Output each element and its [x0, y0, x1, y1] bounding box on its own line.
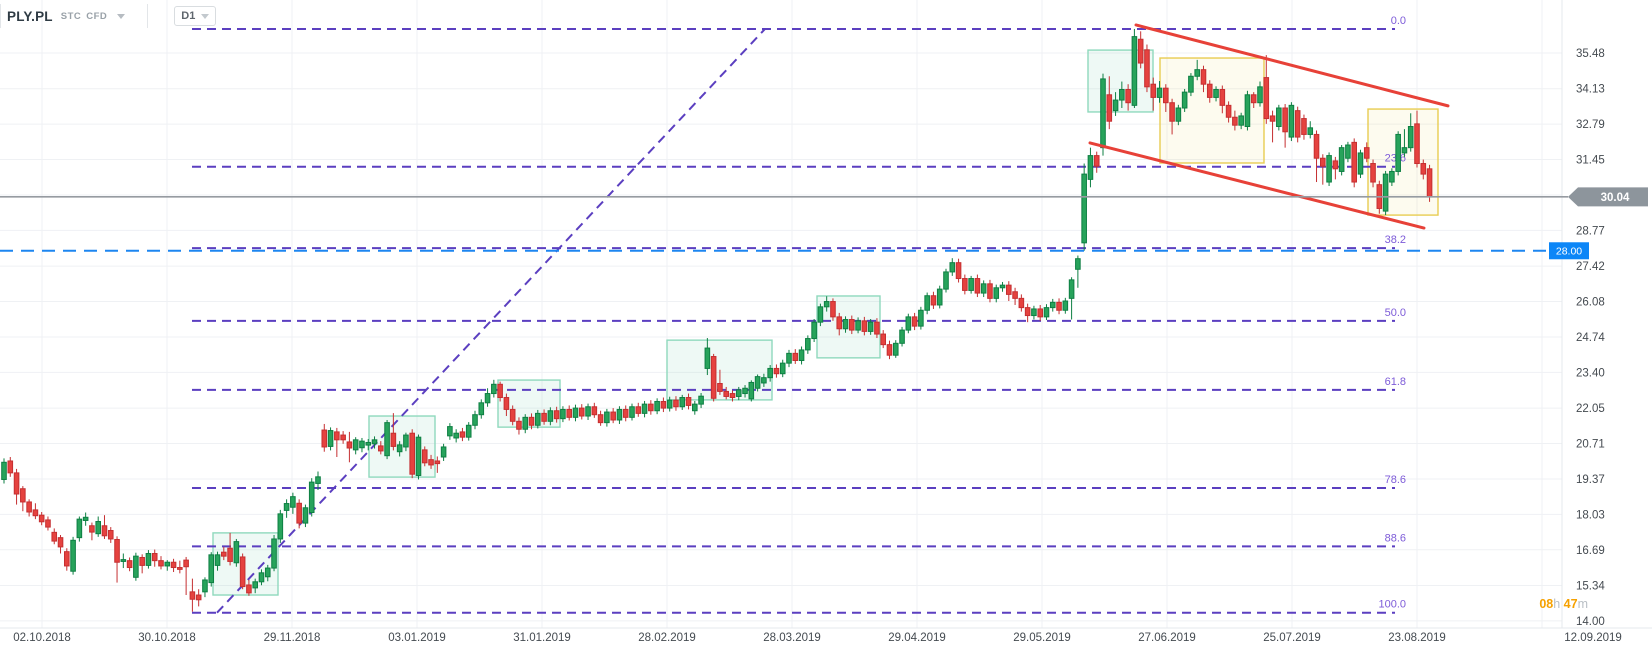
header-left-divider — [0, 4, 1, 28]
price-axis-label: 20.71 — [1576, 439, 1605, 451]
countdown-minutes: 47 — [1563, 597, 1578, 611]
fib-level-label: 88.6 — [1385, 532, 1406, 544]
price-axis-label: 15.34 — [1576, 581, 1605, 593]
red-trendline — [1134, 23, 1450, 108]
fib-level-label: 100.0 — [1378, 599, 1406, 611]
timeframe-value: D1 — [181, 10, 196, 22]
price-axis-label: 23.40 — [1576, 367, 1605, 379]
date-axis-label: 29.05.2019 — [1013, 632, 1071, 644]
price-axis-label: 22.05 — [1576, 403, 1605, 415]
market-badge: STC — [60, 10, 82, 22]
price-axis-label: 32.79 — [1576, 119, 1605, 131]
price-axis-label: 35.48 — [1576, 48, 1605, 60]
svg-text:30.04: 30.04 — [1601, 192, 1630, 204]
date-axis-label: 03.01.2019 — [388, 632, 446, 644]
price-axis-label: 34.13 — [1576, 84, 1605, 96]
price-axis-label: 18.03 — [1576, 509, 1605, 521]
symbol-dropdown-caret-icon[interactable] — [117, 13, 126, 19]
current-price-line: 30.04 — [0, 187, 1648, 207]
descending-channel-lines[interactable] — [1088, 23, 1450, 230]
candle-countdown-timer: 08h 47m — [1512, 597, 1588, 611]
green-zone-box[interactable] — [212, 532, 279, 596]
countdown-minutes-unit: m — [1577, 597, 1588, 611]
header-divider — [147, 4, 149, 28]
fib-level-label: 78.6 — [1385, 474, 1406, 486]
price-axis-label: 16.69 — [1576, 545, 1605, 557]
date-axis-label: 12.09.2019 — [1564, 632, 1622, 644]
countdown-hours: 08 — [1539, 597, 1554, 611]
timeframe-dropdown[interactable]: D1 — [174, 6, 217, 26]
price-axis-label: 27.42 — [1576, 261, 1605, 273]
supply-demand-zones[interactable] — [212, 49, 1439, 596]
fib-level-label: 23.6 — [1385, 153, 1406, 165]
price-axis-label: 31.45 — [1576, 155, 1605, 167]
svg-text:28.00: 28.00 — [1556, 245, 1582, 257]
date-axis-label: 30.10.2018 — [138, 632, 196, 644]
alert-price-tag[interactable] — [1549, 242, 1589, 260]
countdown-hours-unit: h — [1553, 597, 1561, 611]
alert-price-line[interactable]: 28.00 — [0, 242, 1589, 260]
red-trendline — [1088, 141, 1426, 230]
fibonacci-retracement[interactable]: 0.0 23.6 38.2 50.0 61.8 78.6 88.6 100.0 — [192, 15, 1406, 614]
fib-level-label: 38.2 — [1385, 234, 1406, 246]
date-axis-label: 02.10.2018 — [13, 632, 71, 644]
candlesticks — [1, 28, 1433, 612]
fib-trendline — [216, 28, 766, 614]
price-axis-label: 28.77 — [1576, 225, 1605, 237]
date-axis-label: 28.03.2019 — [763, 632, 821, 644]
date-axis-label: 29.11.2018 — [264, 632, 321, 644]
fib-level-label: 50.0 — [1385, 307, 1406, 319]
instrument-header: PLY.PL STC CFD D1 — [0, 0, 217, 32]
fib-level-label: 61.8 — [1385, 376, 1406, 388]
price-axis-label: 14.00 — [1576, 616, 1605, 628]
date-axis[interactable]: 02.10.2018 30.10.2018 29.11.2018 03.01.2019… — [13, 632, 1622, 644]
price-axis-label: 19.37 — [1576, 474, 1605, 486]
fib-level-label: 0.0 — [1391, 15, 1406, 27]
date-axis-label: 25.07.2019 — [1263, 632, 1321, 644]
symbol-label: PLY.PL — [7, 8, 53, 24]
price-axis[interactable]: 35.48 34.13 32.79 31.45 28.77 27.42 26.08 24.74… — [1576, 48, 1605, 628]
date-axis-label: 31.01.2019 — [513, 632, 571, 644]
grid-lines — [0, 0, 1652, 629]
instrument-type-badge: CFD — [86, 10, 108, 22]
date-axis-label: 27.06.2019 — [1138, 632, 1196, 644]
date-axis-label: 23.08.2019 — [1388, 632, 1446, 644]
timeframe-caret-icon — [201, 13, 210, 19]
current-price-tag — [1568, 187, 1648, 207]
date-axis-label: 28.02.2019 — [638, 632, 696, 644]
price-axis-label: 26.08 — [1576, 297, 1605, 309]
date-axis-label: 29.04.2019 — [888, 632, 946, 644]
price-axis-label: 24.74 — [1576, 332, 1605, 344]
